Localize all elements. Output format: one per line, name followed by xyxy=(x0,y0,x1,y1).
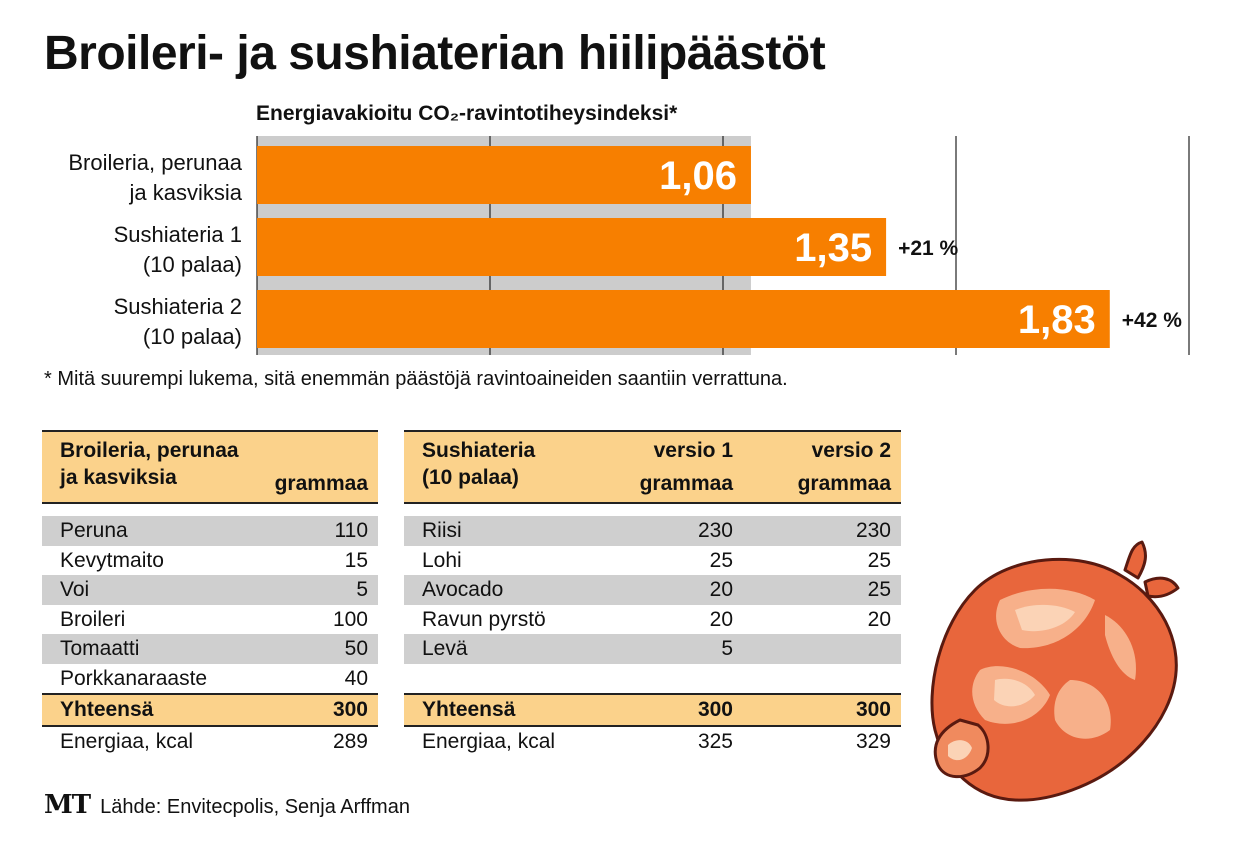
sushi-meal-table: Sushiateria versio 1 versio 2 (10 palaa)… xyxy=(404,430,901,756)
ingredient-name: Levä xyxy=(404,634,609,664)
total-label: Yhteensä xyxy=(404,693,609,727)
ingredient-grams-v2: 25 xyxy=(867,548,891,572)
table-header-subtitle: (10 palaa) xyxy=(404,466,609,504)
ingredient-grams-v2: 230 xyxy=(743,516,901,546)
ingredient-name: Broileri xyxy=(60,607,126,631)
total-value-v1: 300 xyxy=(609,693,743,727)
unit-header: grammaa xyxy=(743,466,901,504)
category-label: (10 palaa) xyxy=(143,252,242,277)
table-row: Tomaatti 50 xyxy=(42,634,378,664)
bar xyxy=(257,218,887,276)
mt-logo: MT xyxy=(44,790,91,820)
version1-header: versio 1 xyxy=(609,430,743,466)
ingredient-grams: 40 xyxy=(344,666,368,690)
ingredient-grams: 15 xyxy=(344,548,368,572)
ingredient-grams-v2: 25 xyxy=(743,575,901,605)
raw-chicken-icon xyxy=(930,540,1180,802)
table-row: Porkkanaraaste 40 xyxy=(42,664,378,695)
total-value: 300 xyxy=(268,693,378,727)
bar-value-label: 1,06 xyxy=(659,154,737,198)
ingredient-grams: 50 xyxy=(268,634,378,664)
table-header-title: Sushiateria xyxy=(404,430,609,466)
ingredient-grams: 100 xyxy=(332,607,368,631)
ingredient-grams: 5 xyxy=(268,575,378,605)
source-text: Lähde: Envitecpolis, Senja Arffman xyxy=(100,796,410,818)
unit-header: grammaa xyxy=(609,466,743,504)
table-header-title: Broileria, perunaa xyxy=(42,430,268,466)
bar xyxy=(257,146,751,204)
version2-header: versio 2 xyxy=(743,430,901,466)
energy-label: Energiaa, kcal xyxy=(60,729,194,753)
energy-value-v2: 329 xyxy=(855,729,891,753)
bar xyxy=(257,290,1110,348)
table-header-subtitle: ja kasviksia xyxy=(42,466,268,504)
energy-label: Energiaa, kcal xyxy=(422,729,556,753)
category-label: Broileria, perunaa xyxy=(68,150,242,175)
table-row: Lohi 25 25 xyxy=(404,546,901,576)
change-label: +42 % xyxy=(1122,309,1182,332)
ingredient-name: Lohi xyxy=(422,548,462,572)
table-row: Voi 5 xyxy=(42,575,378,605)
category-label: Sushiateria 2 xyxy=(114,294,242,319)
ingredient-name: Riisi xyxy=(404,516,609,546)
category-label: (10 palaa) xyxy=(143,324,242,349)
total-label: Yhteensä xyxy=(42,693,268,727)
table-row: Kevytmaito 15 xyxy=(42,546,378,576)
table-row: Avocado 20 25 xyxy=(404,575,901,605)
page-title: Broileri- ja sushiaterian hiilipäästöt xyxy=(44,27,826,80)
ingredient-grams-v2 xyxy=(743,634,901,664)
ingredient-name: Avocado xyxy=(404,575,609,605)
category-label: ja kasviksia xyxy=(129,180,243,205)
total-value-v2: 300 xyxy=(743,693,901,727)
bar-value-label: 1,83 xyxy=(1018,298,1096,342)
chart-subtitle: Energiavakioitu CO₂-ravintotiheysindeksi… xyxy=(256,102,678,125)
ingredient-grams-v1: 20 xyxy=(609,575,743,605)
table-row: Levä 5 xyxy=(404,634,901,664)
ingredient-grams-v1: 230 xyxy=(609,516,743,546)
ingredient-name: Voi xyxy=(42,575,268,605)
table-row: Peruna 110 xyxy=(42,516,378,546)
bar-chart: 1,06 Broileria, perunaa ja kasviksia 1,35 +2… xyxy=(68,136,1190,355)
ingredient-grams-v2: 20 xyxy=(867,607,891,631)
ingredient-grams: 110 xyxy=(268,516,378,546)
source-line: MT Lähde: Envitecpolis, Senja Arffman xyxy=(44,790,410,820)
energy-value: 289 xyxy=(332,729,368,753)
bar-value-label: 1,35 xyxy=(794,226,872,270)
ingredient-name: Tomaatti xyxy=(42,634,268,664)
table-row: Ravun pyrstö 20 20 xyxy=(404,605,901,635)
ingredient-name: Kevytmaito xyxy=(60,548,164,572)
ingredient-name: Peruna xyxy=(42,516,268,546)
ingredient-grams-v1: 20 xyxy=(709,607,733,631)
ingredient-grams-v1: 25 xyxy=(709,548,733,572)
ingredient-grams-v1: 5 xyxy=(609,634,743,664)
ingredient-name: Ravun pyrstö xyxy=(422,607,546,631)
table-row: Riisi 230 230 xyxy=(404,516,901,546)
change-label: +21 % xyxy=(898,237,958,260)
category-label: Sushiateria 1 xyxy=(114,222,242,247)
energy-value-v1: 325 xyxy=(697,729,733,753)
footnote: * Mitä suurempi lukema, sitä enemmän pää… xyxy=(44,368,788,390)
table-row: Broileri 100 xyxy=(42,605,378,635)
broiler-meal-table: Broileria, perunaa ja kasviksia grammaa … xyxy=(42,430,378,756)
ingredient-name: Porkkanaraaste xyxy=(60,666,208,690)
unit-header: grammaa xyxy=(268,466,378,504)
